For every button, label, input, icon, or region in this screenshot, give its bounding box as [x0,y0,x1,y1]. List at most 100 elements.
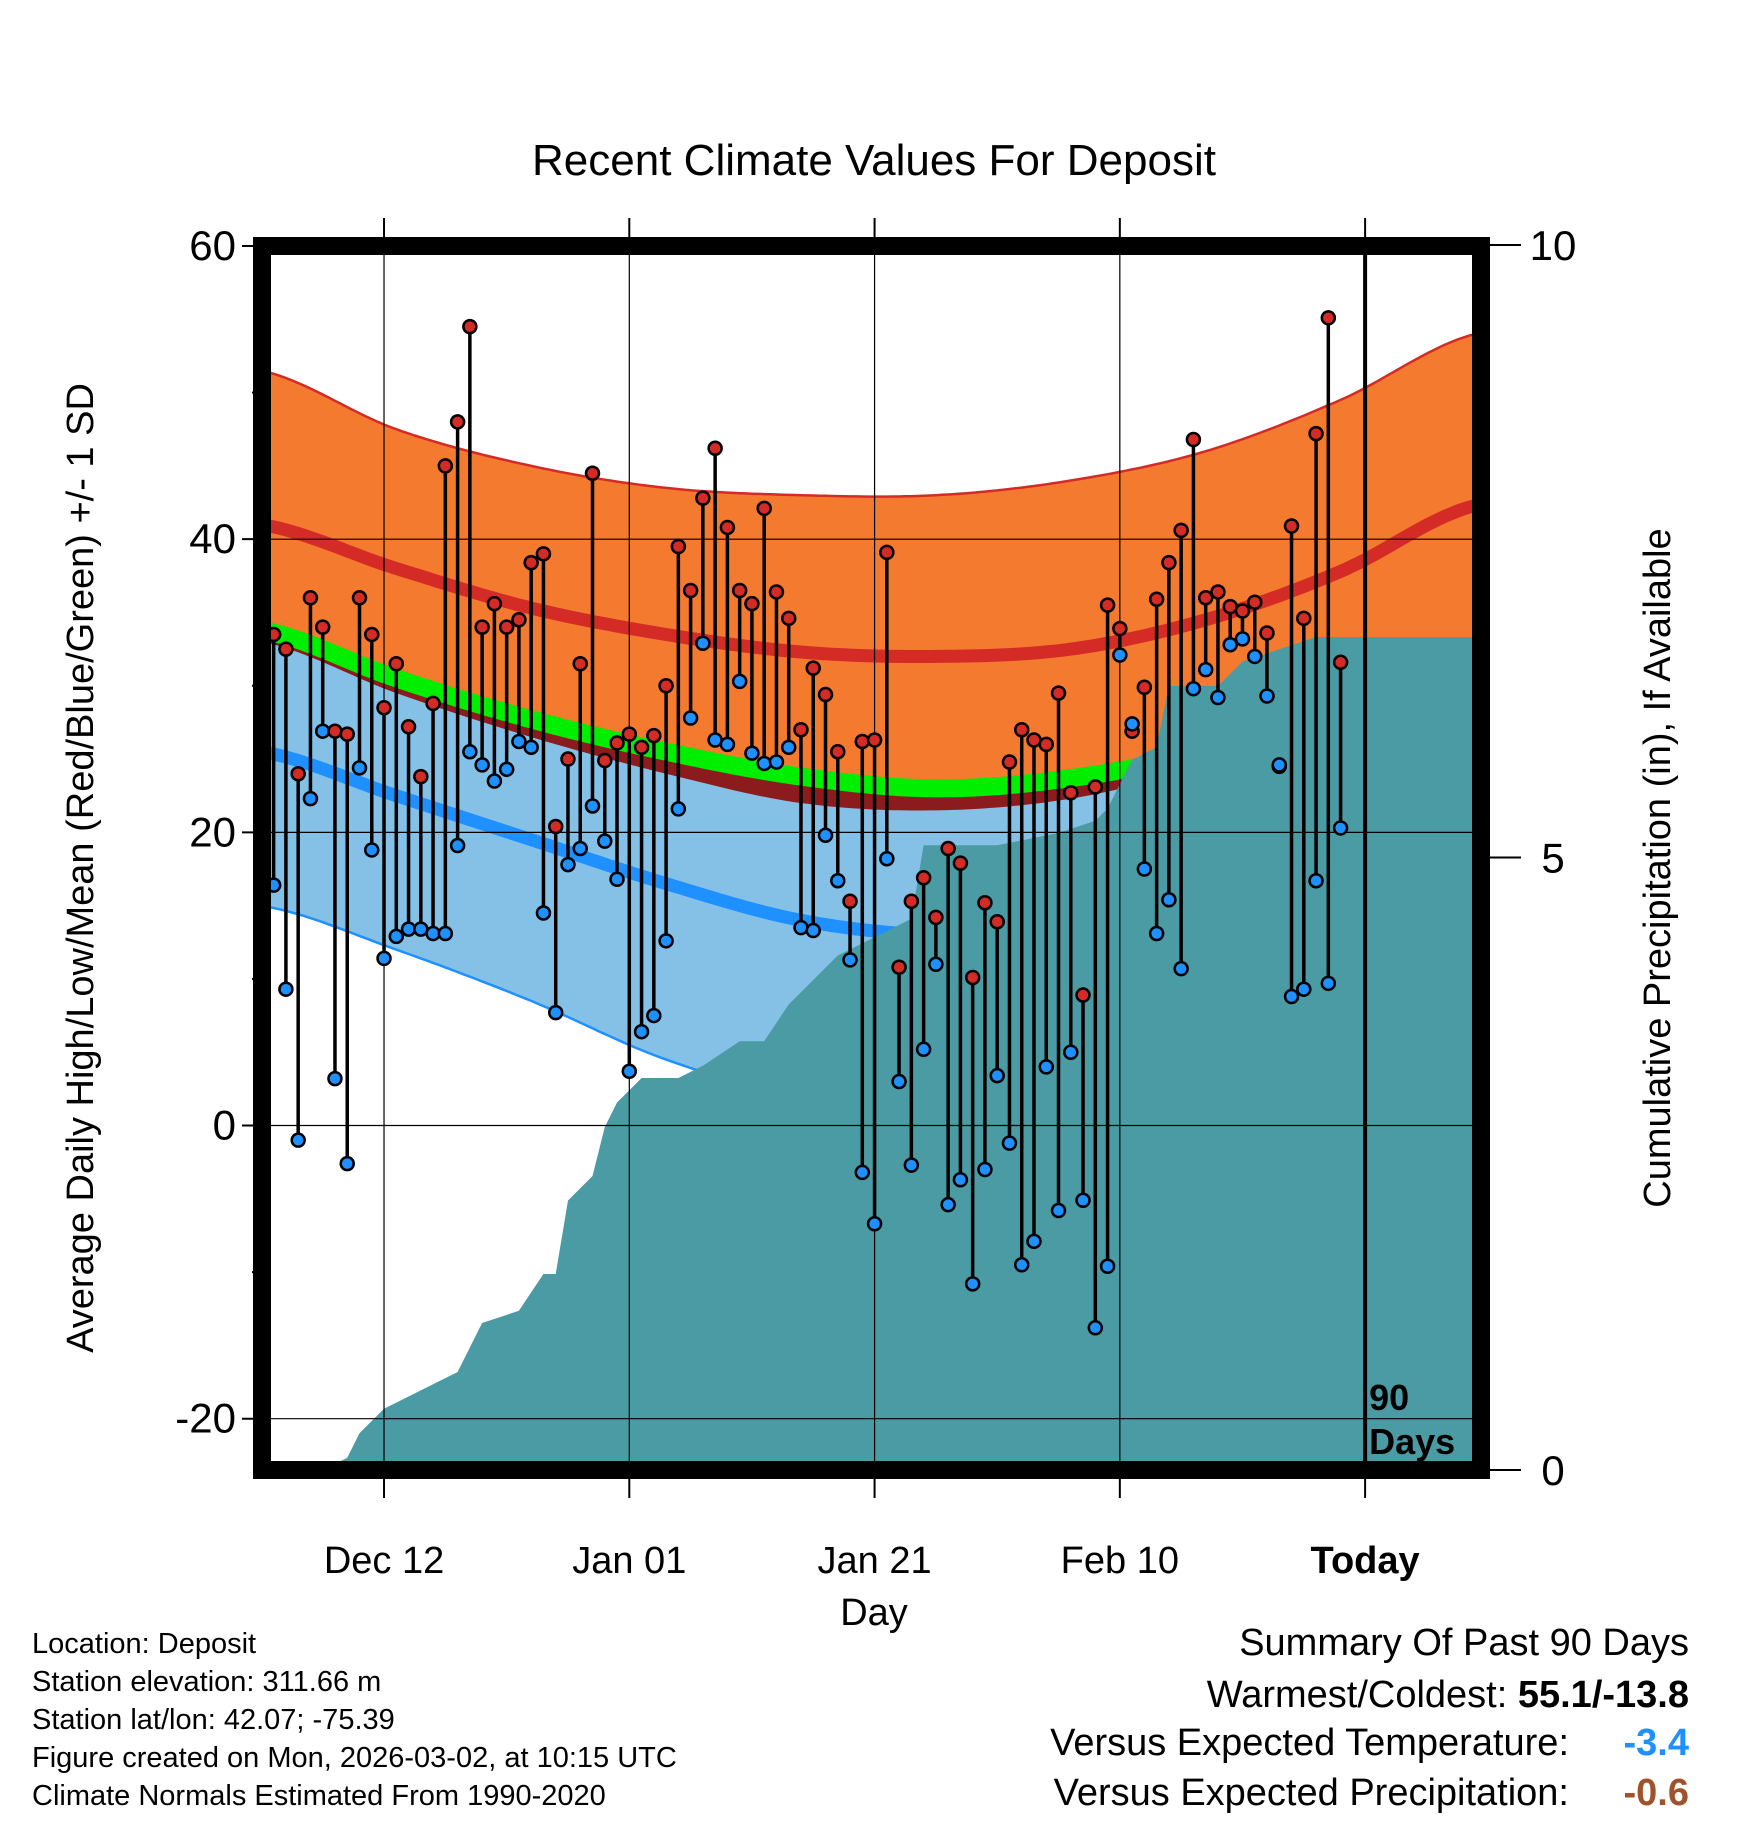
daily-high-point [1246,594,1263,610]
daily-low-point [1013,1257,1030,1273]
plot-frame [253,237,1490,1479]
daily-high-point [1112,620,1128,637]
x-tick-label: Jan 01 [572,1540,686,1582]
daily-low-point [793,919,809,936]
daily-low-point [584,798,601,814]
daily-low-point [915,1041,932,1058]
daily-low-point [523,739,539,756]
daily-low-point [633,1023,650,1040]
daily-high-point [928,909,944,926]
daily-low-point [903,1157,920,1173]
daily-high-point [695,490,711,506]
daily-high-point [1075,987,1091,1003]
daily-low-point [1271,757,1288,773]
daily-low-point [572,840,588,857]
daily-low-point [977,1161,993,1178]
daily-low-point [1173,960,1189,977]
daily-low-point [866,1215,883,1232]
daily-high-point [891,959,907,975]
daily-high-point [707,440,723,457]
daily-high-point [964,969,981,986]
daily-high-point [1197,590,1214,606]
daily-high-point [977,894,993,911]
daily-low-point [1185,680,1202,697]
summary-warm-cold-label: Warmest/Coldest: [1206,1674,1518,1716]
daily-low-point [1148,925,1165,942]
daily-low-point [1308,872,1324,889]
summary-precip-label: Versus Expected Precipitation: [1053,1772,1569,1814]
daily-low-point [486,773,503,789]
info-location: Location: Deposit [32,1628,257,1660]
daily-high-point [597,752,613,769]
daily-high-point [364,626,380,643]
summary-warm-cold: Warmest/Coldest: 55.1/-13.8 [1207,1676,1689,1714]
daily-low-point [1246,648,1263,665]
daily-high-point [498,619,515,635]
daily-low-point [1320,975,1337,992]
daily-high-point [1013,721,1030,738]
daily-low-point [364,842,380,858]
daily-low-point [940,1196,956,1213]
daily-high-point [302,590,319,606]
daily-high-point [842,893,858,909]
daily-low-point [658,933,674,949]
daily-low-point [547,1004,564,1021]
daily-high-point [1136,679,1153,695]
daily-high-point [425,695,441,712]
daily-low-point [597,833,613,849]
daily-low-point [339,1155,355,1172]
daily-high-point [1038,736,1055,753]
daily-low-point [1210,689,1226,706]
daily-high-point [1320,310,1337,326]
daily-low-point [376,950,392,967]
daily-high-point [817,686,834,703]
daily-high-point [1148,591,1165,608]
daily-low-point [1063,1044,1079,1060]
daily-low-point [1075,1192,1091,1209]
daily-high-point [879,544,895,561]
daily-high-point [670,538,687,555]
daily-low-point [842,952,858,968]
today-days-label: 90 [1369,1377,1409,1418]
daily-low-point [1259,688,1275,704]
summary-precip-value: -0.6 [1623,1772,1689,1814]
daily-low-point [498,761,515,778]
daily-low-point [609,871,625,888]
daily-high-point [560,751,576,767]
y-tick-label: 0 [213,1102,236,1149]
daily-low-point [388,928,405,945]
daily-high-point [1210,584,1226,600]
daily-high-point [903,893,920,909]
high-sd-line [262,332,1476,498]
summary-warm-cold-value: 55.1/-13.8 [1517,1674,1689,1716]
daily-low-point [621,1063,638,1080]
daily-low-point [1087,1320,1104,1336]
info-created: Figure created on Mon, 2026-03-02, at 10… [32,1742,677,1774]
high-sd-band [262,334,1476,657]
x-tick-label: Dec 12 [324,1540,444,1582]
daily-low-point [928,956,944,973]
daily-low-point [1197,661,1214,678]
daily-high-point [854,733,871,750]
daily-high-point [535,546,552,562]
info-normals: Climate Normals Estimated From 1990-2020 [32,1780,606,1812]
daily-low-point [879,850,895,867]
x-tick-label: Feb 10 [1061,1540,1179,1582]
daily-low-point [670,801,687,817]
daily-low-point [437,925,454,942]
daily-low-point [964,1276,981,1292]
daily-low-point [1234,631,1251,647]
x-tick-label: Jan 21 [818,1540,932,1582]
daily-low-point [1038,1059,1055,1075]
x-tick-label: Today [1311,1540,1420,1582]
daily-high-point [830,743,846,760]
today-days-label: Days [1369,1421,1455,1462]
daily-low-point [780,739,797,756]
precip-area [262,637,1476,1470]
daily-high-point [744,595,760,612]
daily-high-point [413,768,429,785]
daily-low-point [805,922,821,939]
daily-low-point [1332,820,1349,836]
